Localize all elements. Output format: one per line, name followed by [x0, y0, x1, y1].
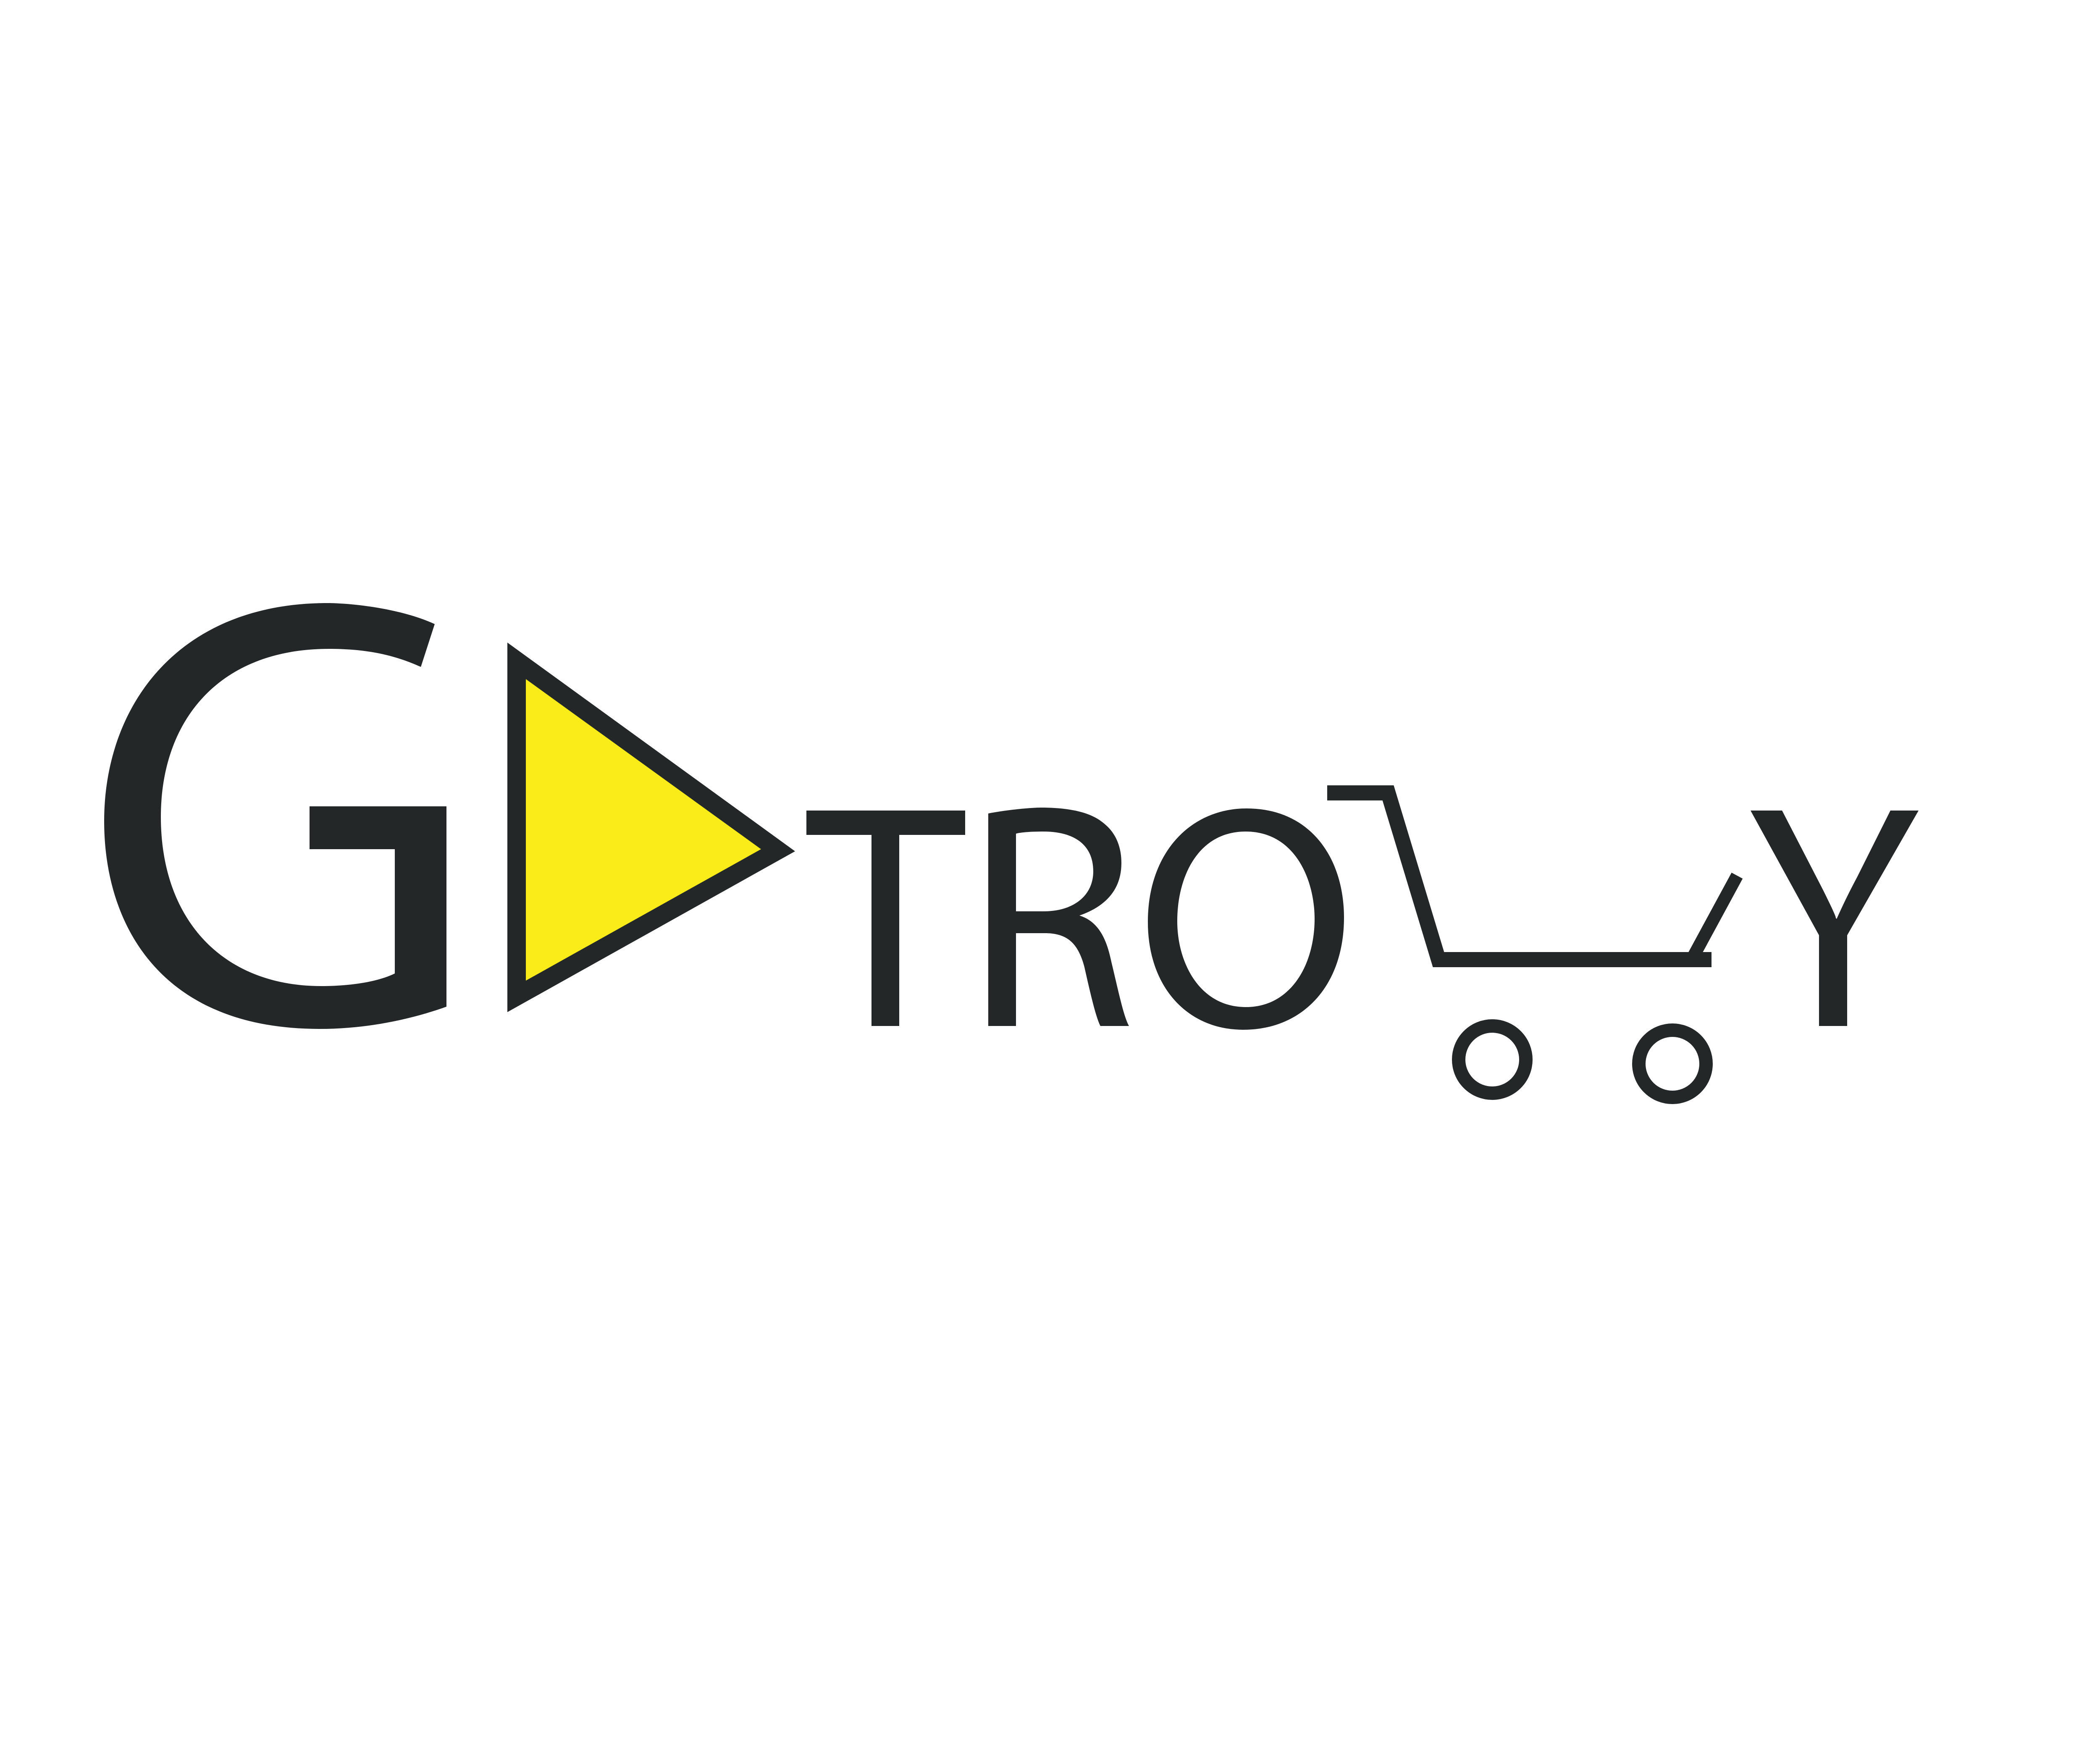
letter-g	[104, 603, 446, 1029]
cart-wheel-right	[1632, 1023, 1713, 1104]
play-triangle-icon	[507, 643, 795, 1012]
cart-frame	[1327, 785, 1712, 967]
letter-g-shape	[104, 603, 446, 1029]
play-triangle-fill	[526, 679, 761, 981]
letter-y-shape	[1751, 811, 1919, 1026]
letter-y	[1751, 811, 1919, 1026]
cart-front-bar	[1688, 872, 1743, 959]
letter-t-shape	[806, 811, 965, 1026]
letter-r-shape	[988, 808, 1129, 1026]
letter-o	[1148, 808, 1344, 1030]
logo-wordmark	[104, 603, 1919, 1104]
letter-o-shape	[1148, 808, 1344, 1030]
cart-wheel-left	[1452, 1019, 1533, 1100]
letter-r	[988, 808, 1129, 1026]
letter-t	[806, 811, 965, 1026]
shopping-cart-icon	[1327, 785, 1743, 1104]
